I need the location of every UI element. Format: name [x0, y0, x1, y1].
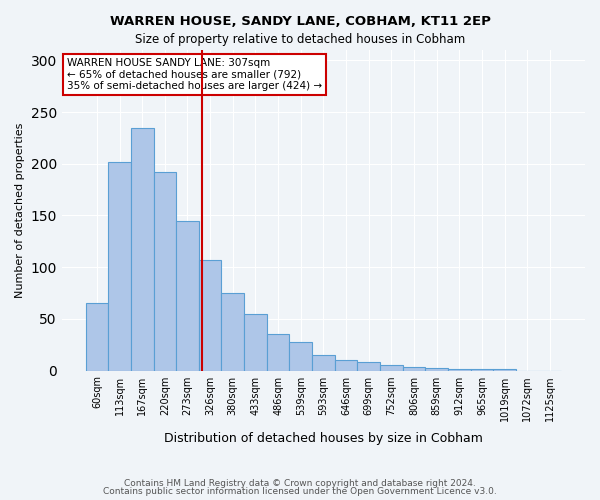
Text: WARREN HOUSE, SANDY LANE, COBHAM, KT11 2EP: WARREN HOUSE, SANDY LANE, COBHAM, KT11 2…: [110, 15, 490, 28]
Bar: [267, 334, 289, 370]
Bar: [425, 368, 448, 370]
Text: Contains public sector information licensed under the Open Government Licence v3: Contains public sector information licen…: [103, 487, 497, 496]
Bar: [289, 342, 312, 370]
Bar: [244, 314, 267, 370]
Bar: [154, 172, 176, 370]
Bar: [403, 368, 425, 370]
Bar: [312, 355, 335, 370]
Bar: [108, 162, 131, 370]
Y-axis label: Number of detached properties: Number of detached properties: [15, 122, 25, 298]
X-axis label: Distribution of detached houses by size in Cobham: Distribution of detached houses by size …: [164, 432, 483, 445]
Bar: [358, 362, 380, 370]
Text: Contains HM Land Registry data © Crown copyright and database right 2024.: Contains HM Land Registry data © Crown c…: [124, 478, 476, 488]
Text: WARREN HOUSE SANDY LANE: 307sqm
← 65% of detached houses are smaller (792)
35% o: WARREN HOUSE SANDY LANE: 307sqm ← 65% of…: [67, 58, 322, 91]
Text: Size of property relative to detached houses in Cobham: Size of property relative to detached ho…: [135, 32, 465, 46]
Bar: [86, 304, 108, 370]
Bar: [380, 366, 403, 370]
Bar: [131, 128, 154, 370]
Bar: [335, 360, 358, 370]
Bar: [176, 220, 199, 370]
Bar: [199, 260, 221, 370]
Bar: [221, 293, 244, 370]
